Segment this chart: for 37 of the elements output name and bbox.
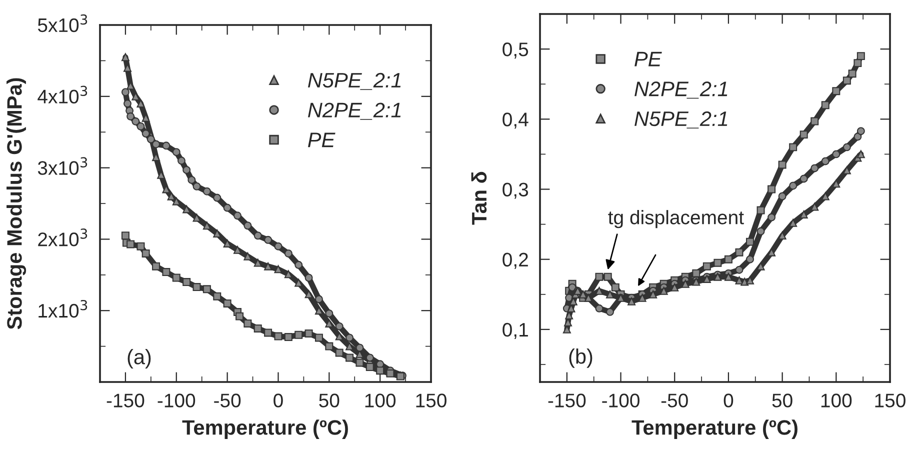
x-tick-label: 50 (319, 394, 340, 408)
x-tick-label: 0 (274, 394, 283, 408)
annotation: (a) (128, 349, 151, 368)
x-tick-label: 50 (772, 394, 792, 408)
legend-label: N5PE_2:1 (308, 72, 401, 90)
x-tick-label: 0 (724, 394, 734, 408)
y-tick-label: 0,1 (502, 322, 528, 339)
x-tick-label: -50 (661, 394, 688, 408)
y-tick-label: 0,3 (502, 182, 528, 199)
y-axis-title: Storage Modulus G'(MPa) (6, 78, 26, 330)
y-tick-label: 0,2 (502, 252, 528, 269)
x-tick-label: 150 (875, 394, 906, 408)
y-tick-label: 4x10$^{3}$ (38, 86, 88, 104)
x-tick-label: -50 (214, 394, 241, 408)
legend-label: PE (308, 132, 336, 148)
y-tick-label: 1x10$^{3}$ (38, 300, 88, 318)
x-axis-title: Temperature (ºC) (182, 420, 348, 439)
y-tick-label: 0,5 (502, 42, 528, 59)
x-axis-title: Temperature (ºC) (632, 420, 798, 439)
x-tick-label: -150 (548, 394, 586, 408)
x-tick-label: -100 (602, 394, 640, 408)
y-tick-label: 2x10$^{3}$ (38, 228, 88, 246)
legend-label: N2PE_2:1 (634, 82, 728, 99)
x-tick-label: 150 (416, 394, 446, 408)
x-tick-label: -100 (158, 394, 196, 408)
legend-label: N2PE_2:1 (308, 102, 401, 120)
x-tick-label: 100 (365, 394, 396, 408)
annotation: (b) (569, 348, 592, 368)
x-tick-label: -150 (106, 394, 144, 408)
y-tick-label: 3x10$^{3}$ (38, 157, 88, 175)
legend-label: PE (634, 52, 662, 66)
y-tick-label: 5x10$^{3}$ (38, 14, 88, 32)
x-tick-label: 100 (821, 394, 852, 408)
annotation: tg displacement (608, 210, 744, 228)
y-axis-title: Tan δ (471, 172, 487, 225)
legend-label: N5PE_2:1 (634, 111, 728, 128)
y-tick-label: 0,4 (502, 112, 528, 129)
